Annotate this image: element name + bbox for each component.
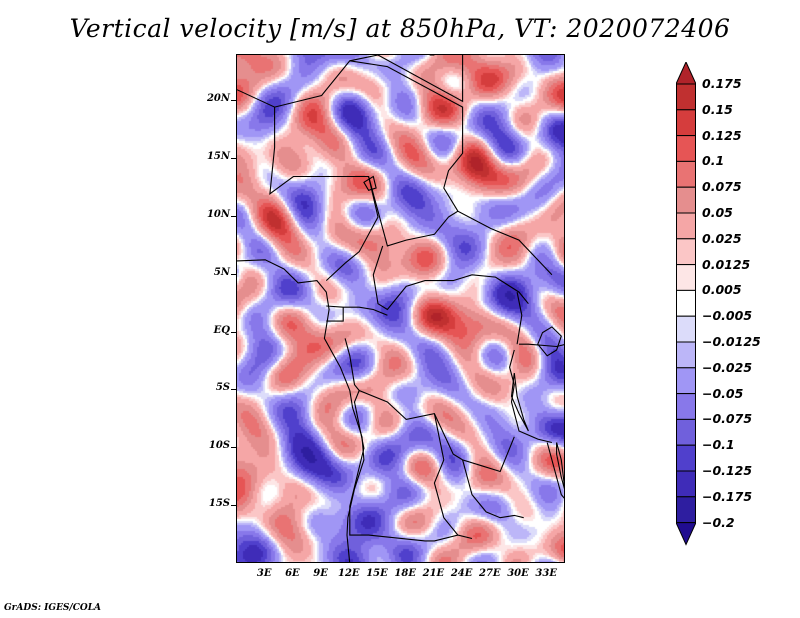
vertical-velocity-field	[237, 55, 564, 562]
lake-outline	[537, 326, 562, 357]
colorbar-label: −0.175	[702, 488, 753, 504]
lat-tick-mark	[231, 447, 236, 449]
lat-tick-mark	[231, 100, 236, 102]
country-border	[326, 307, 344, 322]
colorbar-swatch	[676, 109, 696, 137]
colorbar-label: −0.075	[702, 411, 753, 427]
country-border	[516, 291, 523, 345]
colorbar-swatch	[676, 212, 696, 240]
lon-tick-label: 33E	[535, 568, 557, 579]
country-border	[462, 459, 524, 519]
lon-tick-label: 21E	[422, 568, 445, 579]
colorbar-bottom-arrow	[676, 522, 696, 546]
lake-outline	[363, 175, 377, 191]
colorbar-swatch	[676, 393, 696, 420]
colorbar-swatch	[676, 238, 696, 266]
lake-outline	[510, 373, 529, 432]
country-border	[326, 305, 388, 316]
country-borders	[237, 55, 564, 562]
lon-tick-label: 24E	[450, 568, 473, 579]
lat-tick-label: 10N	[206, 208, 230, 220]
colorbar-swatch	[676, 264, 696, 291]
lon-tick-label: 18E	[394, 568, 416, 579]
lat-tick-label: 5S	[215, 382, 230, 394]
country-border	[372, 245, 529, 311]
lat-tick-mark	[231, 331, 236, 333]
lon-tick-label: 12E	[338, 568, 360, 579]
lat-tick-mark	[231, 158, 236, 160]
country-border	[349, 60, 553, 276]
lat-tick-label: 5N	[213, 266, 230, 278]
country-border	[237, 55, 379, 108]
country-border	[546, 442, 564, 499]
colorbar-label: 0.05	[702, 205, 733, 220]
colorbar-label: −0.025	[702, 359, 753, 375]
colorbar-swatch	[676, 186, 696, 214]
lat-tick-mark	[231, 215, 236, 217]
colorbar-swatch	[676, 83, 696, 111]
colorbar-swatch	[676, 160, 696, 188]
colorbar-label: 0.0125	[702, 256, 751, 272]
lon-tick-label: 3E	[256, 568, 272, 579]
lat-tick-mark	[231, 389, 236, 391]
colorbar-label: 0.005	[702, 282, 742, 298]
colorbar-label: 0.1	[702, 153, 725, 169]
country-border	[349, 390, 473, 542]
country-border	[509, 349, 553, 444]
country-border	[368, 176, 459, 247]
colorbar-swatch	[676, 289, 696, 317]
lon-tick-label: 27E	[479, 568, 501, 579]
colorbar-label: 0.15	[702, 101, 733, 117]
lon-tick-label: 6E	[285, 568, 300, 579]
lon-tick-label: 9E	[313, 568, 328, 579]
colorbar-label: −0.2	[702, 514, 735, 530]
colorbar-top-arrow	[676, 62, 696, 85]
colorbar-label: 0.175	[702, 76, 742, 91]
lat-tick-mark	[231, 273, 236, 275]
colorbar-swatch	[676, 135, 696, 162]
country-border	[519, 343, 564, 348]
lon-tick-label: 30E	[507, 568, 529, 579]
colorbar-swatch	[676, 496, 696, 524]
colorbar-swatch	[676, 470, 696, 498]
lat-tick-label: EQ	[213, 324, 230, 336]
map-panel	[236, 54, 565, 563]
coastline	[237, 259, 365, 562]
colorbar-swatch	[676, 341, 696, 369]
grads-credit: GrADS: IGES/COLA	[4, 603, 102, 613]
chart-title: Vertical velocity [m/s] at 850hPa, VT: 2…	[69, 14, 731, 43]
colorbar	[676, 62, 696, 546]
lat-tick-label: 20N	[206, 93, 230, 105]
colorbar-swatch	[676, 418, 696, 446]
lat-tick-label: 10S	[208, 440, 230, 452]
lon-tick-label: 15E	[366, 568, 388, 579]
country-border	[269, 107, 379, 282]
colorbar-label: −0.05	[702, 385, 744, 401]
colorbar-swatch	[676, 367, 696, 395]
colorbar-label: −0.005	[702, 308, 753, 324]
colorbar-label: 0.075	[702, 179, 742, 195]
colorbar-swatch	[676, 315, 696, 343]
colorbar-label: −0.0125	[702, 334, 761, 349]
colorbar-label: 0.125	[702, 127, 742, 143]
country-border	[344, 338, 515, 473]
lat-tick-mark	[231, 505, 236, 507]
colorbar-label: 0.025	[702, 230, 742, 246]
country-border	[377, 55, 464, 103]
colorbar-label: −0.125	[702, 463, 753, 478]
country-border	[433, 413, 459, 536]
lake-outline	[556, 442, 564, 490]
colorbar-swatch	[676, 444, 696, 472]
lat-tick-label: 15S	[208, 498, 230, 510]
lat-tick-label: 15N	[206, 151, 230, 163]
colorbar-label: −0.1	[702, 437, 735, 453]
